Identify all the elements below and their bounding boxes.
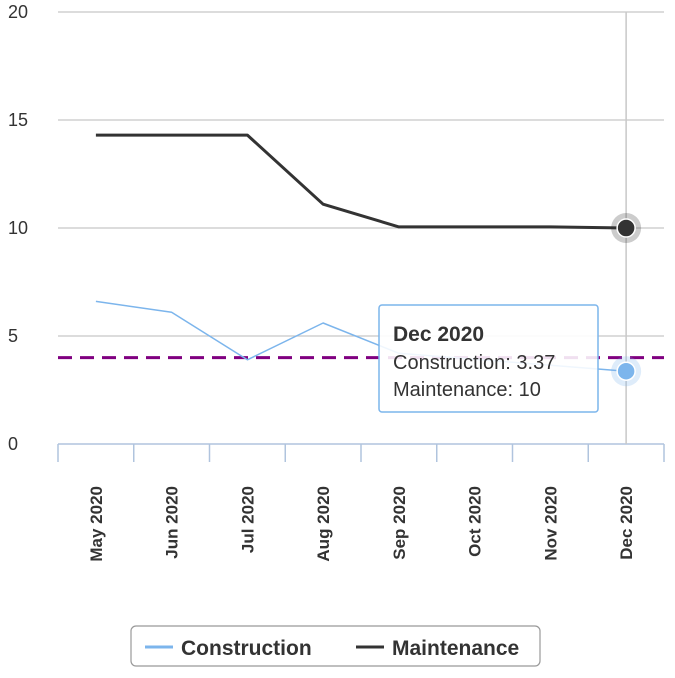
hover-markers: [611, 213, 642, 387]
hover-marker-maintenance[interactable]: [616, 218, 636, 238]
y-axis: 0 5 10 15 20: [8, 2, 28, 454]
tooltip: Dec 2020 Construction: 3.37 Maintenance: 1…: [378, 304, 599, 413]
x-tick-label: Aug 2020: [314, 486, 333, 562]
legend-label: Construction: [181, 637, 312, 660]
tooltip-line: Construction: 3.37: [393, 352, 555, 374]
x-tick-label: May 2020: [87, 486, 106, 562]
legend-label: Maintenance: [392, 637, 519, 660]
tooltip-line: Maintenance: 10: [393, 379, 541, 401]
y-tick-label: 10: [8, 218, 28, 238]
legend[interactable]: Construction Maintenance: [130, 625, 541, 667]
tooltip-title: Dec 2020: [393, 323, 484, 346]
legend-item-maintenance[interactable]: Maintenance: [356, 637, 519, 660]
x-tick-label: Jul 2020: [238, 486, 257, 553]
series-line-maintenance: [95, 133, 627, 230]
y-tick-label: 0: [8, 434, 18, 454]
tooltip-box: [378, 304, 599, 413]
legend-box: [130, 625, 541, 667]
hover-marker-construction[interactable]: [616, 361, 636, 381]
y-tick-label: 20: [8, 2, 28, 22]
y-tick-label: 5: [8, 326, 18, 346]
x-tick-label: Oct 2020: [466, 486, 485, 557]
x-axis: May 2020 Jun 2020 Jul 2020 Aug 2020 Sep 2020…: [57, 443, 665, 562]
grid-lines: [58, 11, 664, 337]
x-tick-label: Dec 2020: [617, 486, 636, 560]
x-tick-label: Nov 2020: [541, 486, 560, 561]
legend-item-construction[interactable]: Construction: [145, 637, 312, 660]
x-tick-label: Sep 2020: [390, 486, 409, 560]
y-tick-label: 15: [8, 110, 28, 130]
x-tick-label: Jun 2020: [163, 486, 182, 559]
